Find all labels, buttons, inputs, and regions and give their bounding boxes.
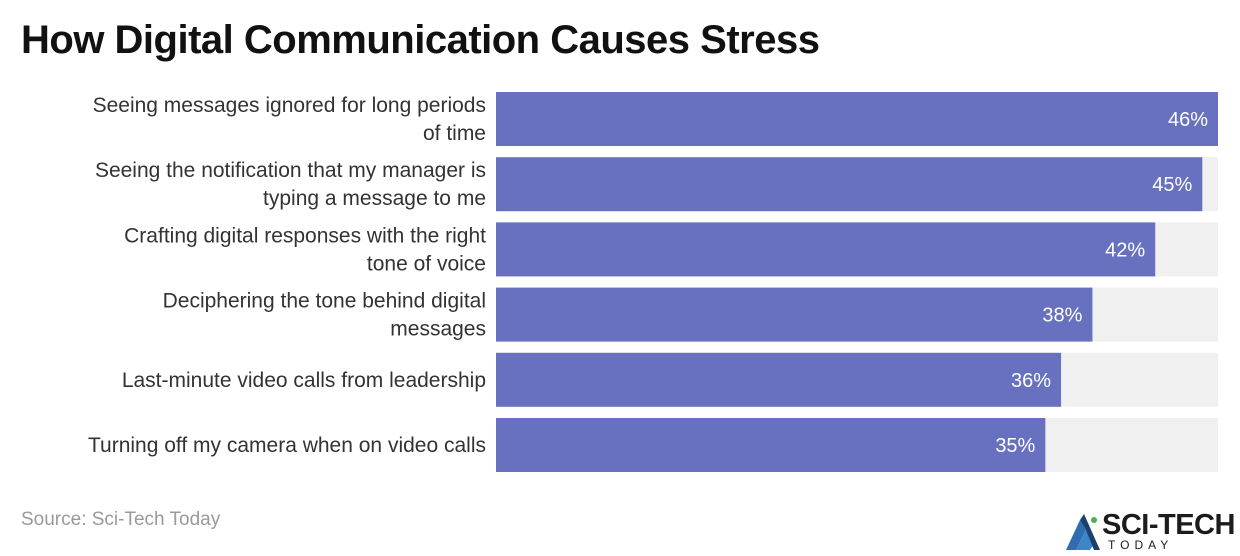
logo-text: SCI-TECH (1102, 509, 1235, 541)
bar (496, 157, 1203, 212)
value-label: 46% (1168, 109, 1208, 131)
category-label: Seeing messages ignored for long periods (93, 94, 486, 117)
category-label: tone of voice (367, 252, 486, 275)
bar (496, 352, 1062, 407)
logo-subtext: TODAY (1108, 538, 1174, 552)
value-label: 35% (995, 435, 1035, 457)
category-label: Last-minute video calls from leadership (122, 369, 486, 392)
category-label: Turning off my camera when on video call… (88, 434, 486, 457)
bar (496, 222, 1156, 277)
bar-chart: 46% Seeing messages ignored for long peri… (88, 92, 1218, 472)
category-label: Seeing the notification that my manager … (95, 159, 486, 182)
value-label: 42% (1105, 239, 1145, 261)
category-label: messages (390, 318, 486, 341)
category-label: Crafting digital responses with the righ… (124, 224, 486, 247)
category-label: typing a message to me (263, 187, 486, 210)
category-label: Deciphering the tone behind digital (163, 290, 486, 313)
category-label: of time (423, 122, 486, 145)
bar (496, 418, 1046, 472)
sci-tech-today-logo: SCI-TECH TODAY (1064, 508, 1240, 554)
bar (496, 92, 1218, 146)
bar (496, 287, 1093, 342)
value-label: 38% (1042, 305, 1082, 327)
logo-mark-icon (1066, 514, 1100, 550)
source-note: Source: Sci-Tech Today (21, 509, 221, 530)
chart-title: How Digital Communication Causes Stress (21, 18, 820, 62)
value-label: 36% (1011, 370, 1051, 392)
value-label: 45% (1152, 174, 1192, 196)
